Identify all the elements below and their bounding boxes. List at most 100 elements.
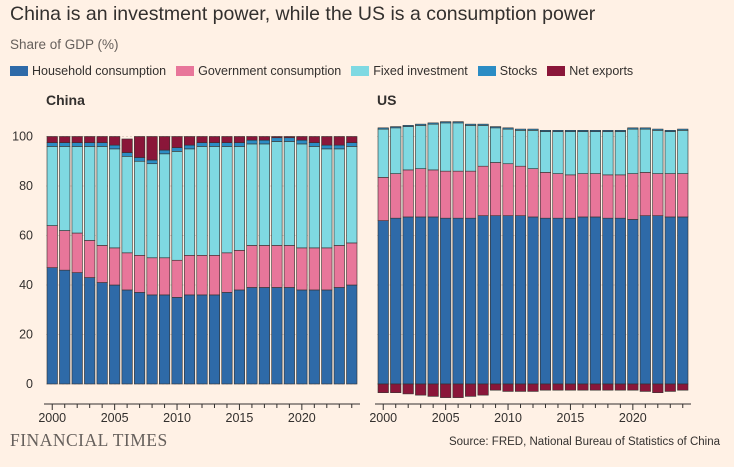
us-bar-stocks-2009 bbox=[490, 126, 502, 129]
china-bar-government-consumption-2011 bbox=[183, 255, 196, 296]
china-bar-fixed-investment-2001 bbox=[59, 146, 71, 231]
china-bar-government-consumption-2013 bbox=[208, 255, 221, 296]
china-bar-fixed-investment-2020 bbox=[296, 143, 308, 249]
us-bar-fixed-investment-2017 bbox=[589, 131, 601, 174]
us-bar-fixed-investment-2004 bbox=[427, 123, 439, 171]
china-bar-government-consumption-2021 bbox=[308, 247, 320, 291]
china-bar-government-consumption-2005 bbox=[109, 247, 121, 286]
us-bar-stocks-2020 bbox=[627, 127, 639, 130]
china-bar-government-consumption-2007 bbox=[134, 255, 146, 293]
china-y-tick-label: 20 bbox=[19, 328, 33, 342]
us-bar-stocks-2014 bbox=[552, 130, 564, 132]
legend-swatch-stocks bbox=[477, 66, 496, 76]
china-bar-household-consumption-2013 bbox=[208, 294, 221, 385]
china-bar-household-consumption-2006 bbox=[121, 289, 133, 385]
us-bar-fixed-investment-2005 bbox=[440, 122, 452, 172]
china-bar-stocks-2014 bbox=[221, 142, 233, 147]
china-bar-household-consumption-2014 bbox=[221, 292, 233, 385]
china-y-tick-label: 60 bbox=[19, 229, 33, 243]
china-bar-stocks-2005 bbox=[109, 144, 121, 150]
china-bar-fixed-investment-2024 bbox=[346, 146, 358, 244]
china-bar-net-exports-2004 bbox=[96, 136, 108, 143]
legend-label-net-exports: Net exports bbox=[569, 64, 634, 78]
us-x-tick-label: 2010 bbox=[494, 411, 522, 425]
us-bar-fixed-investment-2006 bbox=[452, 122, 464, 172]
china-bar-household-consumption-2003 bbox=[84, 277, 96, 385]
us-bar-government-consumption-2009 bbox=[490, 162, 502, 217]
us-bar-fixed-investment-2024 bbox=[677, 130, 689, 174]
us-bar-stocks-2000 bbox=[377, 127, 389, 130]
china-bar-fixed-investment-2019 bbox=[283, 141, 295, 246]
china-x-tick-label: 2015 bbox=[226, 411, 254, 425]
legend-item-stocks: Stocks bbox=[477, 64, 538, 78]
china-bar-net-exports-2005 bbox=[109, 136, 121, 146]
us-bar-government-consumption-2018 bbox=[602, 174, 614, 219]
us-bar-fixed-investment-2022 bbox=[652, 130, 664, 174]
us-bar-stocks-2007 bbox=[465, 123, 477, 126]
china-bar-stocks-2008 bbox=[146, 159, 158, 165]
us-bar-net-exports-2024 bbox=[677, 383, 689, 391]
us-bar-stocks-2004 bbox=[427, 122, 439, 125]
us-bar-fixed-investment-2011 bbox=[514, 130, 527, 167]
china-bar-net-exports-2008 bbox=[146, 136, 158, 161]
china-bar-stocks-2011 bbox=[183, 144, 196, 150]
us-x-tick-label: 2015 bbox=[557, 411, 585, 425]
us-bar-fixed-investment-2009 bbox=[490, 127, 502, 163]
us-x-tick-label: 2000 bbox=[369, 411, 397, 425]
us-bar-household-consumption-2021 bbox=[639, 215, 651, 385]
us-bar-net-exports-2003 bbox=[415, 383, 427, 396]
china-bar-stocks-2022 bbox=[321, 144, 333, 150]
us-bar-stocks-2005 bbox=[440, 121, 452, 124]
china-bar-government-consumption-2010 bbox=[171, 259, 183, 298]
us-bar-net-exports-2002 bbox=[402, 383, 414, 395]
us-bar-stocks-2003 bbox=[415, 123, 427, 126]
us-bar-government-consumption-2004 bbox=[427, 169, 439, 218]
us-bar-government-consumption-2013 bbox=[539, 172, 552, 219]
china-bar-government-consumption-2008 bbox=[146, 257, 158, 296]
us-bar-net-exports-2020 bbox=[627, 383, 639, 391]
us-bar-stocks-2016 bbox=[577, 130, 589, 132]
china-bar-fixed-investment-2018 bbox=[271, 141, 283, 246]
us-bar-household-consumption-2024 bbox=[677, 216, 689, 385]
us-bar-fixed-investment-2020 bbox=[627, 128, 639, 174]
us-bar-government-consumption-2021 bbox=[639, 172, 651, 216]
us-bar-fixed-investment-2014 bbox=[552, 131, 564, 174]
us-bar-government-consumption-2017 bbox=[589, 173, 601, 218]
us-bar-net-exports-2014 bbox=[552, 383, 564, 391]
panel-title-china: China bbox=[46, 92, 85, 108]
us-bar-household-consumption-2018 bbox=[602, 217, 614, 385]
us-bar-net-exports-2021 bbox=[639, 383, 651, 392]
china-bar-government-consumption-2012 bbox=[196, 255, 208, 296]
us-bar-fixed-investment-2021 bbox=[639, 128, 651, 173]
panel-title-us: US bbox=[377, 92, 397, 108]
us-bar-stocks-2015 bbox=[564, 130, 576, 132]
china-bar-fixed-investment-2013 bbox=[208, 146, 221, 256]
china-bar-government-consumption-2015 bbox=[233, 250, 245, 291]
china-x-tick-label: 2020 bbox=[288, 411, 316, 425]
us-bar-household-consumption-2014 bbox=[552, 217, 564, 385]
us-bar-government-consumption-2019 bbox=[614, 174, 626, 219]
legend-item-household: Household consumption bbox=[10, 64, 166, 78]
china-bar-net-exports-2010 bbox=[171, 136, 183, 148]
china-bar-stocks-2024 bbox=[346, 142, 358, 147]
us-bar-government-consumption-2002 bbox=[402, 169, 414, 218]
china-bar-net-exports-2002 bbox=[71, 136, 83, 143]
us-bar-household-consumption-2015 bbox=[564, 217, 576, 385]
chart-title: China is an investment power, while the … bbox=[10, 3, 596, 25]
china-bar-fixed-investment-2016 bbox=[246, 143, 258, 246]
legend-label-stocks: Stocks bbox=[499, 64, 538, 78]
china-bar-household-consumption-2024 bbox=[346, 284, 358, 385]
china-bar-net-exports-2003 bbox=[84, 136, 96, 143]
china-x-tick-label: 2000 bbox=[38, 411, 66, 425]
us-bar-household-consumption-2013 bbox=[539, 217, 552, 385]
china-bar-net-exports-2019 bbox=[283, 136, 295, 139]
us-bar-household-consumption-2011 bbox=[514, 215, 527, 385]
china-x-tick-label: 2010 bbox=[163, 411, 191, 425]
china-bar-household-consumption-2020 bbox=[296, 289, 308, 385]
us-bar-government-consumption-2016 bbox=[577, 173, 589, 218]
china-bar-household-consumption-2007 bbox=[134, 292, 146, 385]
us-bar-government-consumption-2024 bbox=[677, 173, 689, 218]
china-bar-fixed-investment-2007 bbox=[134, 160, 146, 256]
china-bar-household-consumption-2018 bbox=[271, 287, 283, 385]
us-bar-stocks-2008 bbox=[477, 123, 489, 126]
